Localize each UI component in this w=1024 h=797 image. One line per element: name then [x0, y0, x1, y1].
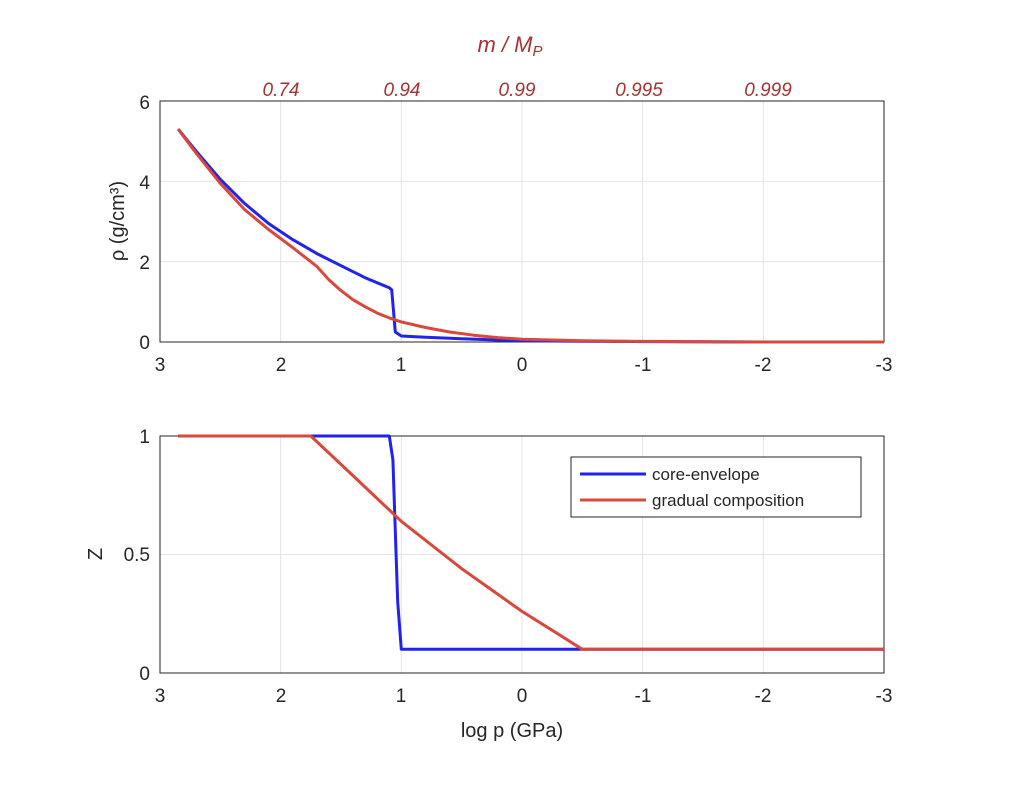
- composition-y-axis-label: Z: [85, 548, 107, 560]
- mass-tick-label: 0.74: [263, 80, 300, 101]
- x-tick-label: 1: [396, 686, 407, 707]
- density-grid: [159, 100, 885, 343]
- x-tick-label: -2: [755, 686, 772, 707]
- composition-axes-box: [159, 435, 885, 674]
- y-tick-label: 4: [139, 173, 150, 194]
- legend: core-envelope gradual composition: [570, 456, 862, 518]
- mass-tick-label: 0.995: [615, 80, 663, 101]
- legend-label-core-envelope: core-envelope: [652, 465, 760, 484]
- density-panel: m / MP 0.74 0.94 0.99 0.995 0.999 0 2 4 …: [107, 32, 892, 376]
- mass-tick-label: 0.999: [744, 80, 792, 101]
- x-tick-label: 3: [155, 355, 166, 376]
- composition-gradual-composition-line: [178, 434, 884, 651]
- y-tick-label: 0.5: [124, 545, 150, 566]
- x-tick-label: -1: [635, 686, 652, 707]
- x-tick-label: 0: [517, 355, 528, 376]
- legend-label-gradual-composition: gradual composition: [652, 491, 804, 510]
- x-tick-label: 2: [276, 686, 287, 707]
- x-tick-label: -3: [876, 686, 893, 707]
- mass-tick-label: 0.94: [384, 80, 421, 101]
- x-tick-label: 3: [155, 686, 166, 707]
- y-tick-label: 0: [139, 333, 150, 354]
- x-tick-label: -1: [635, 355, 652, 376]
- mass-tick-label: 0.99: [499, 80, 536, 101]
- density-core-envelope-line: [176, 128, 884, 344]
- x-tick-label: 2: [276, 355, 287, 376]
- mass-axis-title: m / MP: [477, 32, 542, 60]
- density-y-axis-label: ρ (g/cm³): [107, 181, 129, 261]
- x-tick-label: 1: [396, 355, 407, 376]
- x-tick-label: -3: [876, 355, 893, 376]
- legend-box: [570, 456, 862, 518]
- x-axis-label: log p (GPa): [461, 720, 563, 742]
- x-tick-label: -2: [755, 355, 772, 376]
- composition-panel: 0 0.5 1 Z 3 2 1 0 -1 -2 -3 log p (GPa) c…: [85, 427, 892, 742]
- y-tick-label: 0: [139, 664, 150, 685]
- density-gradual-composition-line: [176, 128, 884, 344]
- y-tick-label: 6: [139, 93, 150, 114]
- y-tick-label: 1: [139, 427, 150, 448]
- y-tick-label: 2: [139, 253, 150, 274]
- x-tick-label: 0: [517, 686, 528, 707]
